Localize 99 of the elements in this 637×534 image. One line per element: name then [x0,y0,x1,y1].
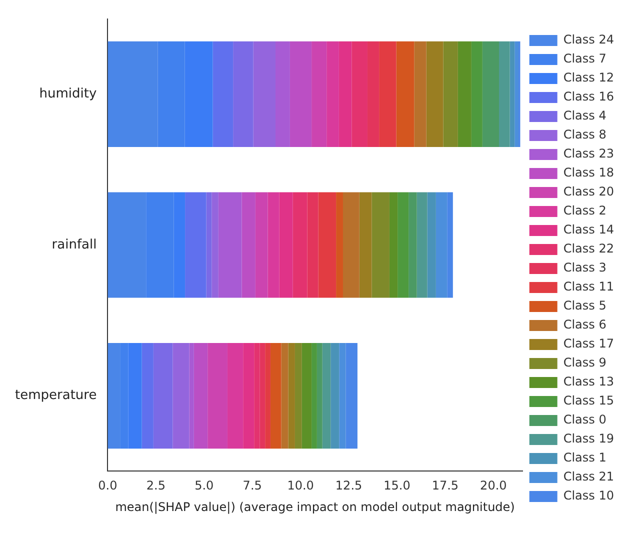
bar [227,343,244,449]
bar [206,192,212,298]
bar [458,41,472,147]
bar [352,41,368,147]
bar [172,343,190,449]
bar [255,192,268,298]
bar [292,192,308,298]
bar [185,192,206,298]
bar [367,41,380,147]
bar [359,192,372,298]
x-tick-label: 10.0 [287,478,314,493]
y-tick-label: rainfall [52,237,97,252]
bar [260,343,266,449]
y-tick-label: temperature [14,388,97,404]
legend-label: Class 22 [563,242,614,256]
legend-label: Class 11 [563,280,614,294]
bar [416,192,428,298]
bar [318,192,336,298]
legend-label: Class 16 [563,90,614,104]
bar [288,343,295,449]
legend-label: Class 8 [563,128,606,142]
x-axis-title: mean(|SHAP value|) (average impact on model output magnitude) [115,500,515,514]
bar [342,192,360,298]
bar [499,41,510,147]
bar [142,343,154,449]
bar [514,41,518,147]
legend-label: Class 5 [563,298,606,313]
bar [253,41,276,147]
bar [426,41,444,147]
bar [408,192,417,298]
bar [312,343,317,449]
bar [218,192,242,298]
bar [336,192,343,298]
legend-label: Class 13 [563,374,614,389]
legend-label: Class 17 [563,336,614,351]
bar [302,343,312,449]
legend-label: Class 15 [563,394,614,408]
bar [281,343,288,449]
bar [212,192,218,298]
bar [482,41,500,147]
legend-label: Class 2 [563,204,606,218]
bar [242,192,256,298]
legend-label: Class 1 [563,450,606,465]
x-tick-label: 20.0 [480,478,507,493]
bar [189,343,194,449]
bar [254,343,260,449]
bar [414,41,426,147]
legend-label: Class 7 [563,52,606,66]
bar [243,343,254,449]
bar [294,343,302,449]
bar [312,41,327,147]
legend-label: Class 14 [563,222,614,237]
legend-label: Class 9 [563,356,606,370]
bar [427,192,436,298]
bar [265,343,270,449]
legend-label: Class 3 [563,260,606,275]
x-tick-label: 2.5 [146,478,166,493]
x-tick-label: 17.5 [432,478,459,493]
bar [279,192,293,298]
bar [443,41,458,147]
legend-label: Class 0 [563,412,606,427]
bar [471,41,482,147]
bar [194,343,208,449]
bar [389,192,398,298]
bar [212,41,234,147]
legend-label: Class 12 [563,70,614,85]
bar [379,41,396,147]
x-tick-label: 5.0 [194,478,214,493]
bar [330,343,340,449]
bar [398,192,409,298]
legend-label: Class 19 [563,432,614,446]
legend-label: Class 23 [563,146,614,161]
x-tick-label: 7.5 [242,478,262,493]
bar [307,192,318,298]
bar [270,343,282,449]
bar [153,343,173,449]
legend-label: Class 24 [563,32,614,47]
legend-label: Class 6 [563,318,606,332]
legend-label: Class 10 [563,488,614,503]
bar [372,192,390,298]
x-tick-label: 12.5 [335,478,362,493]
legend-label: Class 18 [563,166,614,180]
bar [208,343,228,449]
x-tick-label: 0.0 [98,478,118,493]
bar [233,41,254,147]
bar [275,41,290,147]
bar [396,41,414,147]
y-tick-label: humidity [39,86,98,102]
legend-label: Class 21 [563,470,614,484]
bar [510,41,515,147]
bar [338,41,352,147]
bar [290,41,312,147]
bar [322,343,331,449]
legend-label: Class 20 [563,184,614,199]
bar [268,192,280,298]
bar [326,41,339,147]
legend-label: Class 4 [563,108,606,123]
bar [316,343,322,449]
x-tick-label: 15.0 [384,478,410,493]
